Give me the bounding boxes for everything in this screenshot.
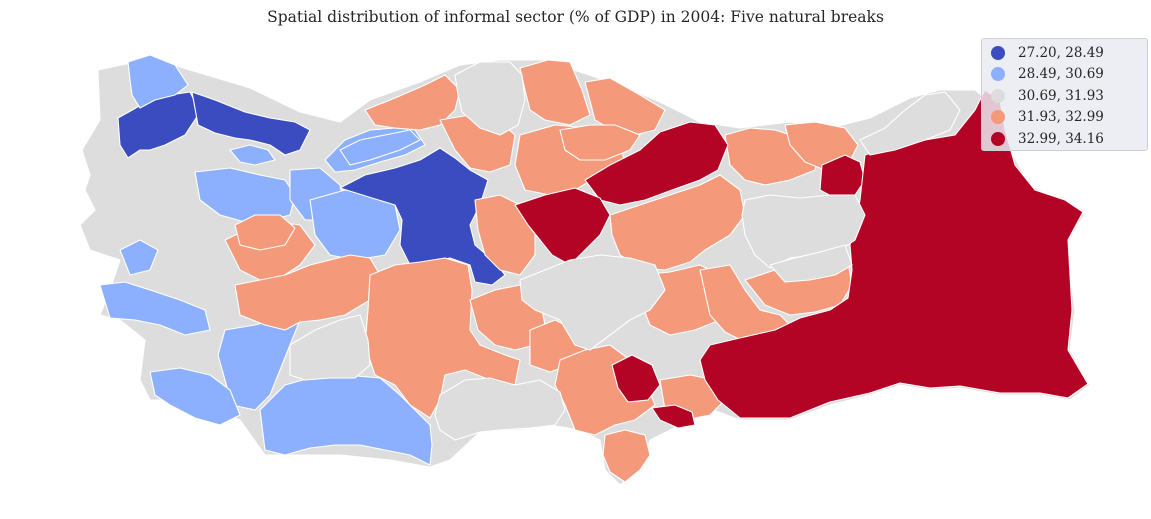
province-rize-artvin-grey <box>859 91 961 156</box>
province-bayburt <box>819 154 866 199</box>
legend-entry: 28.49, 30.69 <box>991 64 1147 86</box>
province-tokat-amasya <box>559 124 641 161</box>
legend-swatch-5 <box>991 131 1005 146</box>
legend-swatch-3 <box>991 88 1005 103</box>
province-balikesir-south <box>229 144 276 166</box>
legend-label-3: 30.69, 31.93 <box>1018 87 1104 104</box>
province-hatay <box>602 429 651 483</box>
legend-swatch-4 <box>991 110 1005 125</box>
province-karaman-mersin-grey <box>434 377 566 441</box>
legend-label-1: 27.20, 28.49 <box>1018 44 1104 61</box>
province-aydin-coast <box>99 281 211 336</box>
province-sinop-samsun <box>519 59 591 126</box>
map-legend: 27.20, 28.49 28.49, 30.69 30.69, 31.93 3… <box>981 38 1148 151</box>
province-bursa-balikesir <box>194 167 296 223</box>
province-bartin-kastamonu-grey <box>454 61 526 136</box>
legend-swatch-1 <box>991 45 1005 60</box>
province-kirikkale-kirsehir <box>474 194 536 276</box>
province-hatay-coast <box>651 404 696 429</box>
province-samsun-east <box>584 77 666 136</box>
province-yozgat <box>514 187 611 266</box>
legend-entry: 32.99, 34.16 <box>991 128 1147 150</box>
legend-entry: 30.69, 31.93 <box>991 85 1147 107</box>
province-kayseri-grey <box>519 254 666 351</box>
legend-label-4: 31.93, 32.99 <box>1018 109 1104 126</box>
province-izmir-coast <box>119 239 159 276</box>
legend-label-2: 28.49, 30.69 <box>1018 66 1104 83</box>
province-kirklareli-north <box>127 54 189 109</box>
province-zonguldak-bartin <box>364 74 461 131</box>
map-title: Spatial distribution of informal sector … <box>267 8 884 26</box>
province-istanbul-kocaeli <box>191 91 311 156</box>
legend-swatch-2 <box>991 67 1005 82</box>
legend-label-5: 32.99, 34.16 <box>1018 130 1104 147</box>
province-burdur-isparta-grey <box>289 314 371 381</box>
province-ordu-giresun-tokat <box>584 121 729 206</box>
province-kutahya-west <box>234 214 296 251</box>
province-adana-osmaniye <box>611 354 661 403</box>
legend-entry: 31.93, 32.99 <box>991 107 1147 129</box>
province-mugla-south <box>149 367 241 426</box>
legend-entry: 27.20, 28.49 <box>991 42 1147 64</box>
province-bolu-karabuk <box>339 129 421 166</box>
province-bitlis-grey <box>769 244 853 283</box>
